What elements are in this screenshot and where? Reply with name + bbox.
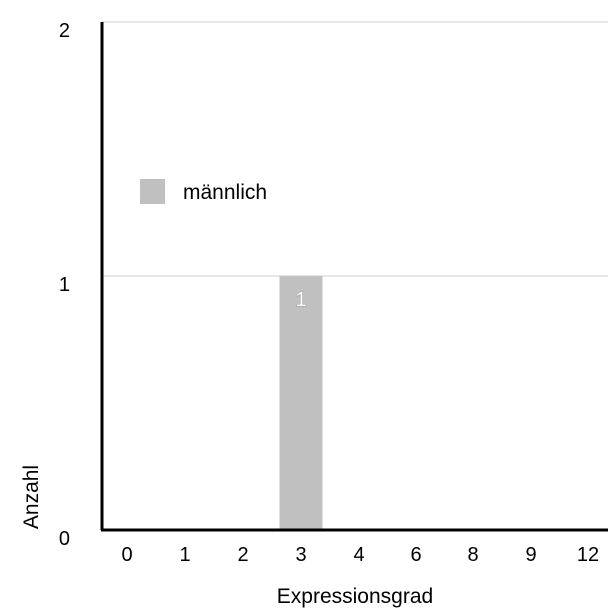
- x-axis-title: Expressionsgrad: [277, 585, 433, 608]
- gridlines: [102, 22, 608, 276]
- y-tick-labels: 0 1 2: [59, 20, 70, 550]
- x-tick-label-12: 12: [577, 544, 599, 566]
- x-tick-label-3: 3: [295, 544, 306, 566]
- x-tick-labels: 0 1 2 3 4 6 8 9 12: [121, 544, 599, 566]
- legend-label: männlich: [183, 181, 267, 204]
- bar-3: [280, 276, 323, 530]
- x-tick-label-0: 0: [121, 544, 132, 566]
- bars: [280, 276, 323, 530]
- x-tick-label-2: 2: [237, 544, 248, 566]
- y-tick-label-1: 1: [59, 274, 70, 296]
- x-tick-label-9: 9: [525, 544, 536, 566]
- x-tick-label-6: 6: [410, 544, 421, 566]
- x-tick-label-1: 1: [179, 544, 190, 566]
- y-axis-title: Anzahl: [20, 465, 43, 529]
- x-tick-label-4: 4: [353, 544, 364, 566]
- data-label-3: 1: [295, 289, 306, 311]
- legend: männlich: [140, 179, 267, 204]
- y-tick-label-0: 0: [59, 528, 70, 550]
- x-tick-label-8: 8: [467, 544, 478, 566]
- legend-swatch: [140, 179, 165, 204]
- data-labels: 1: [295, 289, 306, 311]
- y-tick-label-2: 2: [59, 20, 70, 42]
